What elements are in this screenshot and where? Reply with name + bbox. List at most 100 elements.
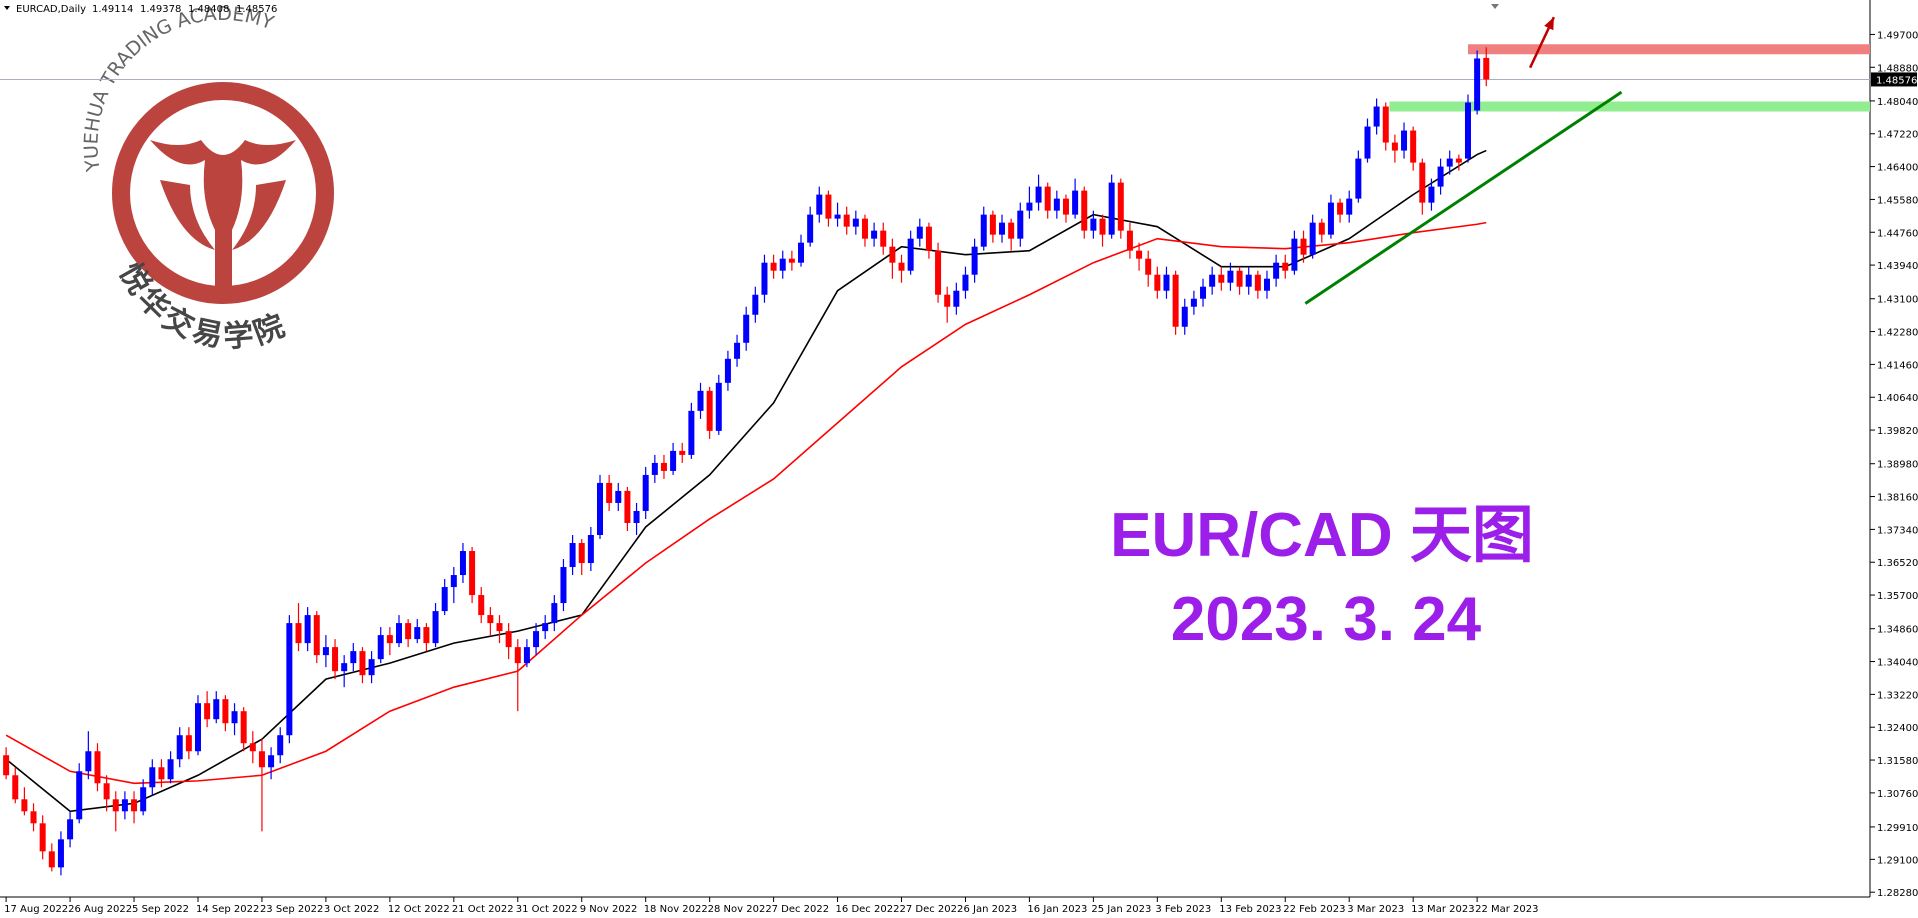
candle-body — [980, 214, 987, 247]
x-tick-label: 23 Sep 2022 — [260, 904, 323, 915]
x-tick-label: 16 Dec 2022 — [836, 904, 900, 915]
logo-mark — [150, 140, 296, 300]
candle-body — [724, 358, 731, 383]
candle-body — [167, 759, 174, 780]
candle-body — [176, 735, 183, 760]
trendline — [1304, 90, 1623, 305]
candle-body — [1136, 250, 1143, 259]
y-tick-label: 1.35700 — [1877, 591, 1918, 602]
candle-body — [377, 635, 384, 660]
last-price-box — [1871, 72, 1917, 87]
candle-body — [898, 262, 905, 271]
candle-body — [249, 743, 256, 752]
candle-body — [441, 587, 448, 612]
candle-body — [925, 226, 932, 251]
candle-body — [395, 623, 402, 644]
candle-body — [660, 462, 667, 471]
candle-body — [1218, 274, 1225, 283]
candle-body — [432, 611, 439, 644]
candle-body — [615, 490, 622, 503]
y-tick-label: 1.47220 — [1877, 130, 1918, 141]
y-tick-label: 1.49700 — [1877, 30, 1918, 41]
candle-body — [843, 214, 850, 227]
candle-body — [3, 755, 10, 776]
candle-body — [816, 194, 823, 215]
candle-body — [67, 819, 74, 840]
candle-body — [1200, 286, 1207, 299]
close-value: 1.48576 — [236, 4, 277, 15]
symbol: EURCAD,Daily — [16, 4, 86, 15]
y-tick-label: 1.41460 — [1877, 360, 1918, 371]
y-tick-label: 1.32400 — [1877, 723, 1918, 734]
arrow-head — [1544, 17, 1554, 31]
low-value: 1.48408 — [188, 4, 229, 15]
candle-body — [277, 735, 284, 756]
candle-body — [121, 799, 128, 812]
y-tick-label: 1.42280 — [1877, 328, 1918, 339]
x-tick-label: 14 Sep 2022 — [196, 904, 259, 915]
candle-body — [533, 631, 540, 648]
candle-body — [1145, 258, 1152, 275]
candle-body — [651, 462, 658, 475]
candle-body — [871, 230, 878, 239]
candle-body — [1081, 190, 1088, 231]
annotation-title: EUR/CAD 天图 — [1110, 501, 1534, 570]
candle-body — [332, 647, 339, 672]
candle-body — [587, 534, 594, 564]
candle-body — [1017, 210, 1024, 239]
candle-body — [1108, 182, 1115, 235]
candle-body — [158, 767, 165, 780]
candle-body — [231, 711, 238, 724]
candle-body — [679, 450, 686, 455]
last-price-label: 1.48576 — [1876, 75, 1917, 86]
x-tick-label: 16 Jan 2023 — [1027, 904, 1087, 915]
y-tick-label: 1.36520 — [1877, 558, 1918, 569]
x-tick-label: 22 Mar 2023 — [1475, 904, 1538, 915]
y-tick-label: 1.29910 — [1877, 823, 1918, 834]
candle-body — [204, 703, 211, 720]
candle-body — [523, 647, 530, 664]
candle-body — [761, 262, 768, 295]
x-tick-label: 25 Jan 2023 — [1091, 904, 1151, 915]
candle-body — [313, 615, 320, 656]
x-tick-label: 31 Oct 2022 — [516, 904, 578, 915]
candle-body — [788, 258, 795, 263]
y-tick-label: 1.40640 — [1877, 393, 1918, 404]
candle-body — [697, 390, 704, 411]
candle-body — [350, 651, 357, 664]
candle-body — [1337, 202, 1344, 215]
y-tick-label: 1.29100 — [1877, 855, 1918, 866]
candle-body — [213, 699, 220, 720]
x-tick-label: 28 Nov 2022 — [708, 904, 772, 915]
candle-body — [1282, 262, 1289, 271]
y-tick-label: 1.37340 — [1877, 525, 1918, 536]
y-tick-label: 1.45580 — [1877, 195, 1918, 206]
candle-body — [880, 230, 887, 247]
shift-marker — [1491, 4, 1499, 9]
candle-body — [1090, 218, 1097, 231]
candle-body — [706, 390, 713, 431]
x-tick-label: 26 Aug 2022 — [68, 904, 132, 915]
candle-body — [944, 294, 951, 307]
candle-body — [39, 823, 46, 852]
candle-body — [715, 382, 722, 431]
candle-body — [807, 214, 814, 243]
candle-body — [1008, 222, 1015, 239]
candle-body — [1172, 274, 1179, 327]
x-tick-label: 3 Oct 2022 — [324, 904, 379, 915]
candle-body — [386, 635, 393, 644]
candle-body — [1382, 106, 1389, 143]
candle-body — [1190, 298, 1197, 307]
candle-body — [268, 755, 275, 768]
candle-body — [304, 615, 311, 644]
candle-body — [1355, 158, 1362, 199]
x-tick-label: 9 Nov 2022 — [580, 904, 638, 915]
y-tick-label: 1.31580 — [1877, 756, 1918, 767]
candle-body — [999, 222, 1006, 235]
candle-body — [322, 647, 329, 656]
candle-body — [514, 647, 521, 664]
candle-body — [1044, 186, 1051, 211]
y-tick-label: 1.34040 — [1877, 658, 1918, 669]
